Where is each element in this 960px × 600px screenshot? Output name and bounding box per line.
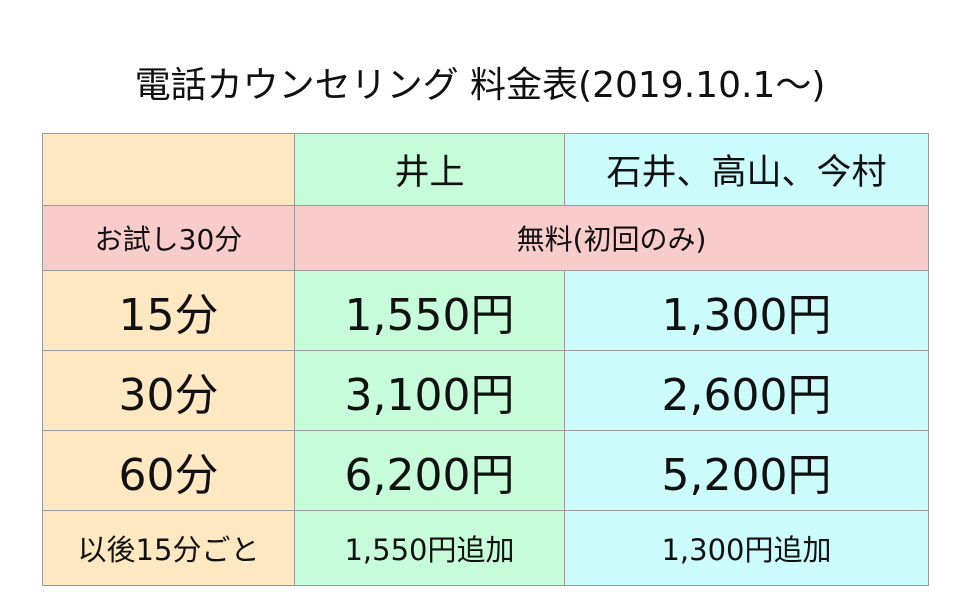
trial-label-cell: お試し30分 <box>42 205 295 271</box>
trial-value-cell: 無料(初回のみ) <box>294 205 929 271</box>
inoue-price-cell: 6,200円 <box>294 430 565 511</box>
price-table: 井上 石井、高山、今村 お試し30分 無料(初回のみ) 15分 1,550円 1… <box>42 133 929 586</box>
duration-label-cell: 15分 <box>42 270 295 351</box>
duration-label-cell: 30分 <box>42 350 295 431</box>
trial-row: お試し30分 無料(初回のみ) <box>42 205 929 271</box>
table-row: 60分 6,200円 5,200円 <box>42 430 929 511</box>
header-row: 井上 石井、高山、今村 <box>42 133 929 206</box>
after-row: 以後15分ごと 1,550円追加 1,300円追加 <box>42 510 929 586</box>
after-label-cell: 以後15分ごと <box>42 510 295 586</box>
inoue-price-cell: 3,100円 <box>294 350 565 431</box>
after-others-cell: 1,300円追加 <box>564 510 929 586</box>
table-row: 15分 1,550円 1,300円 <box>42 270 929 351</box>
inoue-price-cell: 1,550円 <box>294 270 565 351</box>
duration-label-cell: 60分 <box>42 430 295 511</box>
others-price-cell: 5,200円 <box>564 430 929 511</box>
others-price-cell: 2,600円 <box>564 350 929 431</box>
others-price-cell: 1,300円 <box>564 270 929 351</box>
header-inoue-cell: 井上 <box>294 133 565 206</box>
page-title: 電話カウンセリング 料金表(2019.10.1〜) <box>134 65 826 106</box>
after-inoue-cell: 1,550円追加 <box>294 510 565 586</box>
header-corner-cell <box>42 133 295 206</box>
header-others-cell: 石井、高山、今村 <box>564 133 929 206</box>
table-row: 30分 3,100円 2,600円 <box>42 350 929 431</box>
